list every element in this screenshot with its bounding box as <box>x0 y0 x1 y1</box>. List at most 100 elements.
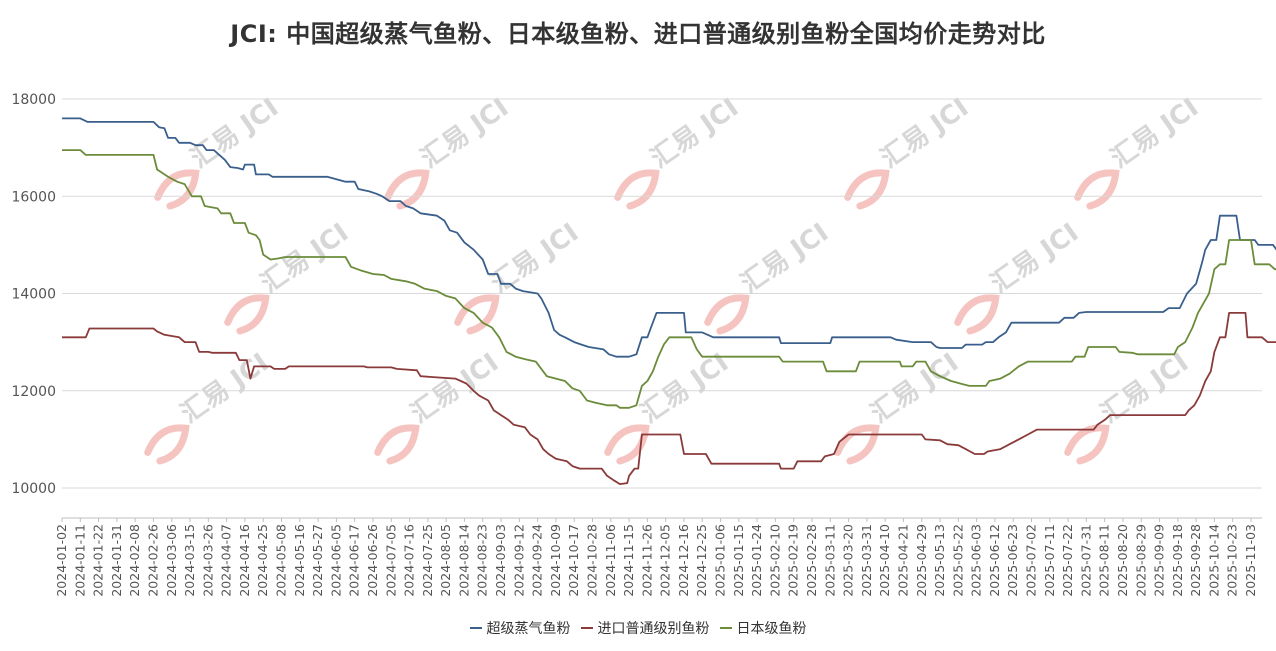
watermark-text: 汇易 JCI <box>645 93 744 175</box>
x-tick-label: 2024-09-12 <box>511 524 526 597</box>
x-tick-label: 2025-06-12 <box>987 524 1002 597</box>
watermark-text: 汇易 JCI <box>865 348 964 430</box>
watermark: 汇易 JCI <box>614 93 744 210</box>
x-tick-label: 2024-05-08 <box>274 524 289 597</box>
x-tick-label: 2024-06-17 <box>347 524 362 597</box>
x-tick-label: 2024-06-26 <box>365 524 380 597</box>
x-tick-label: 2024-11-06 <box>603 524 618 597</box>
x-tick-label: 2024-04-16 <box>237 524 252 597</box>
x-tick-label: 2025-05-13 <box>932 524 947 597</box>
y-tick-label: 16000 <box>11 189 56 205</box>
x-tick-label: 2024-12-16 <box>676 524 691 597</box>
x-tick-label: 2025-01-15 <box>731 524 746 597</box>
series-line-超级蒸气鱼粉 <box>62 117 1276 358</box>
chart-title: JCI: 中国超级蒸气鱼粉、日本级鱼粉、进口普通级别鱼粉全国均价走势对比 <box>230 20 1046 48</box>
watermark-text: 汇易 JCI <box>415 93 514 175</box>
x-tick-label: 2024-12-05 <box>658 524 673 597</box>
x-tick-label: 2025-09-09 <box>1152 524 1167 597</box>
y-axis: 10000 12000 14000 16000 18000 <box>11 92 56 497</box>
y-tick-label: 12000 <box>11 384 56 400</box>
series-line-日本级鱼粉 <box>62 149 1276 409</box>
x-tick-label: 2024-05-16 <box>292 524 307 597</box>
y-tick-label: 18000 <box>11 92 56 108</box>
x-tick-label: 2025-06-23 <box>1005 524 1020 597</box>
x-tick-label: 2024-12-25 <box>694 524 709 597</box>
x-tick-label: 2025-10-23 <box>1225 524 1240 597</box>
x-tick-label: 2025-05-22 <box>950 524 965 597</box>
legend-label: 日本级鱼粉 <box>736 621 807 637</box>
x-tick-label: 2025-09-18 <box>1170 524 1185 597</box>
x-tick-label: 2025-07-02 <box>1024 524 1039 597</box>
x-tick-label: 2025-06-03 <box>969 524 984 597</box>
watermark-text: 汇易 JCI <box>405 348 504 430</box>
x-tick-label: 2024-11-15 <box>621 524 636 597</box>
legend-swatch <box>469 627 482 629</box>
x-tick-label: 2024-10-09 <box>548 524 563 597</box>
x-tick-label: 2024-03-26 <box>200 524 215 597</box>
x-tick-label: 2024-02-26 <box>145 524 160 597</box>
x-tick-label: 2024-10-28 <box>584 524 599 597</box>
x-tick-label: 2025-03-11 <box>822 524 837 597</box>
watermark-text: 汇易 JCI <box>175 348 274 430</box>
watermark: 汇易 JCI <box>844 93 974 210</box>
x-tick-label: 2024-01-31 <box>109 524 124 597</box>
watermark: 汇易 JCI <box>144 348 274 465</box>
x-tick-label: 2024-03-15 <box>182 524 197 597</box>
x-tick-label: 2025-04-10 <box>877 524 892 597</box>
x-tick-label: 2024-11-26 <box>639 524 654 597</box>
x-tick-label: 2024-08-05 <box>438 524 453 597</box>
x-tick-label: 2024-08-23 <box>475 524 490 597</box>
x-axis: 2024-01-02 2024-01-11 2024-01-22 2024-01-31… <box>54 517 1262 597</box>
x-tick-label: 2025-09-28 <box>1188 524 1203 597</box>
legend-item[interactable]: 日本级鱼粉 <box>719 618 807 638</box>
x-tick-label: 2025-10-14 <box>1206 524 1221 597</box>
legend-label: 超级蒸气鱼粉 <box>486 621 571 637</box>
watermark-text: 汇易 JCI <box>485 218 584 300</box>
x-tick-label: 2024-07-05 <box>383 524 398 597</box>
x-tick-label: 2025-11-03 <box>1243 524 1258 597</box>
x-tick-label: 2024-04-07 <box>219 524 234 597</box>
watermark: 汇易 JCI <box>604 348 734 465</box>
watermark: 汇易 JCI <box>374 348 504 465</box>
x-tick-label: 2024-03-06 <box>164 524 179 597</box>
x-tick-label: 2025-02-10 <box>767 524 782 597</box>
watermark: 汇易 JCI <box>1074 93 1204 210</box>
x-tick-label: 2025-04-29 <box>914 524 929 597</box>
x-tick-label: 2024-07-25 <box>420 524 435 597</box>
legend: 超级蒸气鱼粉 进口普通级别鱼粉 日本级鱼粉 <box>0 617 1276 638</box>
watermark: 汇易 JCI <box>454 218 584 335</box>
watermark-text: 汇易 JCI <box>185 93 284 175</box>
x-tick-label: 2024-07-16 <box>402 524 417 597</box>
gridlines <box>62 98 1262 489</box>
x-tick-label: 2024-09-03 <box>493 524 508 597</box>
legend-swatch <box>580 627 593 629</box>
watermark: 汇易 JCI <box>704 218 834 335</box>
y-tick-label: 10000 <box>11 481 56 497</box>
x-tick-label: 2025-08-11 <box>1097 524 1112 597</box>
x-tick-label: 2024-08-14 <box>456 524 471 597</box>
x-tick-label: 2024-04-25 <box>255 524 270 597</box>
x-tick-label: 2025-08-20 <box>1115 524 1130 597</box>
x-tick-label: 2024-05-27 <box>310 524 325 597</box>
y-tick-label: 14000 <box>11 287 56 303</box>
x-tick-label: 2025-02-28 <box>804 524 819 597</box>
legend-label: 进口普通级别鱼粉 <box>597 621 710 637</box>
x-tick-label: 2024-01-11 <box>72 524 87 597</box>
x-tick-label: 2025-08-29 <box>1133 524 1148 597</box>
x-tick-label: 2025-01-24 <box>749 524 764 597</box>
x-tick-label: 2025-03-20 <box>841 524 856 597</box>
x-tick-label: 2025-03-31 <box>859 524 874 597</box>
watermark: 汇易 JCI <box>834 348 964 465</box>
watermark-text: 汇易 JCI <box>1105 93 1204 175</box>
series-lines <box>62 117 1276 486</box>
x-tick-label: 2025-07-11 <box>1042 524 1057 597</box>
x-tick-label: 2025-07-22 <box>1060 524 1075 597</box>
x-tick-label: 2024-02-08 <box>127 524 142 597</box>
x-tick-label: 2025-07-31 <box>1078 524 1093 597</box>
watermark: 汇易 JCI <box>1064 348 1194 465</box>
legend-item[interactable]: 超级蒸气鱼粉 <box>469 618 571 638</box>
watermark-text: 汇易 JCI <box>635 348 734 430</box>
legend-item[interactable]: 进口普通级别鱼粉 <box>580 618 710 638</box>
